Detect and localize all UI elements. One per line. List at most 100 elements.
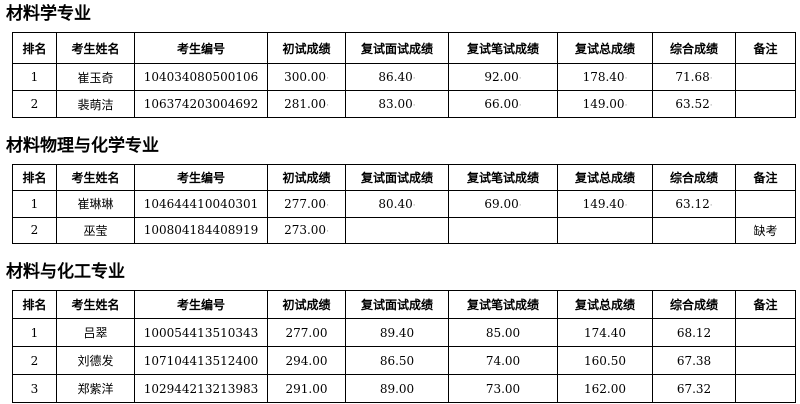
section-title: 材料与化工专业 — [6, 262, 125, 282]
table-cell: 86.40 — [345, 63, 449, 91]
table-cell: 277.00 — [267, 318, 346, 347]
column-header: 初试成绩 — [267, 32, 346, 64]
table-cell — [735, 318, 796, 347]
table-cell: 273.00 — [267, 216, 346, 244]
table-cell — [735, 90, 796, 118]
column-header: 复试总成绩 — [557, 290, 653, 319]
table-cell: 崔玉奇 — [56, 63, 135, 91]
table-cell: 1 — [12, 63, 57, 91]
table-cell: 71.68 — [652, 63, 736, 91]
column-header: 复试笔试成绩 — [448, 32, 558, 64]
table-cell: 巫莹 — [56, 216, 135, 244]
table-cell: 74.00 — [448, 346, 558, 375]
column-header: 考生姓名 — [56, 32, 135, 64]
column-header: 复试面试成绩 — [345, 164, 449, 191]
column-header: 初试成绩 — [267, 164, 346, 191]
table-cell: 郑紫洋 — [56, 374, 135, 403]
table-cell: 1 — [12, 190, 57, 218]
table-cell: 2 — [12, 346, 57, 375]
column-header: 综合成绩 — [652, 32, 736, 64]
table-cell: 崔琳琳 — [56, 190, 135, 218]
table-cell: 92.00 — [448, 63, 558, 91]
table-cell — [652, 216, 736, 244]
column-header: 复试笔试成绩 — [448, 290, 558, 319]
table-cell: 174.40 — [557, 318, 653, 347]
table-cell: 3 — [12, 374, 57, 403]
header-row: 排名 考生姓名 考生编号 初试成绩 复试面试成绩 复试笔试成绩 复试总成绩 综合成绩 备注 — [12, 164, 796, 191]
column-header: 备注 — [735, 290, 796, 319]
column-header: 初试成绩 — [267, 290, 346, 319]
table-cell: 68.12 — [652, 318, 736, 347]
table-cell — [735, 63, 796, 91]
table-cell: 85.00 — [448, 318, 558, 347]
column-header: 排名 — [12, 164, 57, 191]
column-header: 复试笔试成绩 — [448, 164, 558, 191]
table-cell: 吕翠 — [56, 318, 135, 347]
table-cell: 149.40 — [557, 190, 653, 218]
column-header: 备注 — [735, 32, 796, 64]
header-row: 排名 考生姓名 考生编号 初试成绩 复试面试成绩 复试笔试成绩 复试总成绩 综合成绩 备注 — [12, 290, 796, 319]
table-cell: 160.50 — [557, 346, 653, 375]
table-cell — [557, 216, 653, 244]
column-header: 备注 — [735, 164, 796, 191]
table-cell: 2 — [12, 216, 57, 244]
table-row: 1 吕翠 100054413510343 277.00 89.40 85.00 174.40… — [12, 318, 796, 347]
table-cell: 67.32 — [652, 374, 736, 403]
table-cell: 89.00 — [345, 374, 449, 403]
table-cell: 缺考 — [735, 216, 796, 244]
table-cell: 294.00 — [267, 346, 346, 375]
table-cell — [345, 216, 449, 244]
column-header: 考生编号 — [134, 290, 268, 319]
table-row: 2 刘德发 107104413512400 294.00 86.50 74.00 160.5… — [12, 346, 796, 375]
table-cell: 162.00 — [557, 374, 653, 403]
table-cell: 281.00 — [267, 90, 346, 118]
column-header: 考生编号 — [134, 32, 268, 64]
score-table: 排名 考生姓名 考生编号 初试成绩 复试面试成绩 复试笔试成绩 复试总成绩 综合成绩 备注 1 崔琳… — [12, 164, 796, 244]
table-cell: 63.12 — [652, 190, 736, 218]
column-header: 复试面试成绩 — [345, 32, 449, 64]
table-cell: 裴萌洁 — [56, 90, 135, 118]
section-title: 材料物理与化学专业 — [6, 136, 159, 156]
column-header: 综合成绩 — [652, 290, 736, 319]
header-row: 排名 考生姓名 考生编号 初试成绩 复试面试成绩 复试笔试成绩 复试总成绩 综合成绩 备注 — [12, 32, 796, 64]
table-cell: 69.00 — [448, 190, 558, 218]
table-row: 1崔琳琳104644410040301277.0080.4069.00149.4… — [12, 190, 796, 218]
table-cell: 100054413510343 — [134, 318, 268, 347]
table-cell: 102944213213983 — [134, 374, 268, 403]
column-header: 复试总成绩 — [557, 32, 653, 64]
table-cell: 63.52 — [652, 90, 736, 118]
table-cell: 277.00 — [267, 190, 346, 218]
table-cell: 2 — [12, 90, 57, 118]
table-cell: 86.50 — [345, 346, 449, 375]
table-row: 2裴萌洁106374203004692281.0083.0066.00149.0… — [12, 90, 796, 118]
table-cell: 104034080500106 — [134, 63, 268, 91]
table-cell: 1 — [12, 318, 57, 347]
table-cell: 104644410040301 — [134, 190, 268, 218]
table-cell: 291.00 — [267, 374, 346, 403]
column-header: 综合成绩 — [652, 164, 736, 191]
table-cell: 107104413512400 — [134, 346, 268, 375]
table-cell: 83.00 — [345, 90, 449, 118]
table-cell: 66.00 — [448, 90, 558, 118]
table-cell: 178.40 — [557, 63, 653, 91]
table-cell: 80.40 — [345, 190, 449, 218]
table-row: 1崔玉奇104034080500106300.0086.4092.00178.4… — [12, 63, 796, 91]
table-cell — [448, 216, 558, 244]
table-cell: 刘德发 — [56, 346, 135, 375]
column-header: 考生姓名 — [56, 164, 135, 191]
table-cell — [735, 346, 796, 375]
table-cell: 106374203004692 — [134, 90, 268, 118]
table-cell — [735, 190, 796, 218]
score-table: 排名 考生姓名 考生编号 初试成绩 复试面试成绩 复试笔试成绩 复试总成绩 综合成绩 备注 1 崔玉… — [12, 32, 796, 118]
table-cell — [735, 374, 796, 403]
column-header: 排名 — [12, 32, 57, 64]
table-cell: 100804184408919 — [134, 216, 268, 244]
column-header: 复试总成绩 — [557, 164, 653, 191]
column-header: 考生编号 — [134, 164, 268, 191]
score-table: 排名 考生姓名 考生编号 初试成绩 复试面试成绩 复试笔试成绩 复试总成绩 综合成绩 备注 1 吕翠… — [12, 290, 796, 403]
table-cell: 67.38 — [652, 346, 736, 375]
column-header: 复试面试成绩 — [345, 290, 449, 319]
table-cell: 149.00 — [557, 90, 653, 118]
table-cell: 89.40 — [345, 318, 449, 347]
